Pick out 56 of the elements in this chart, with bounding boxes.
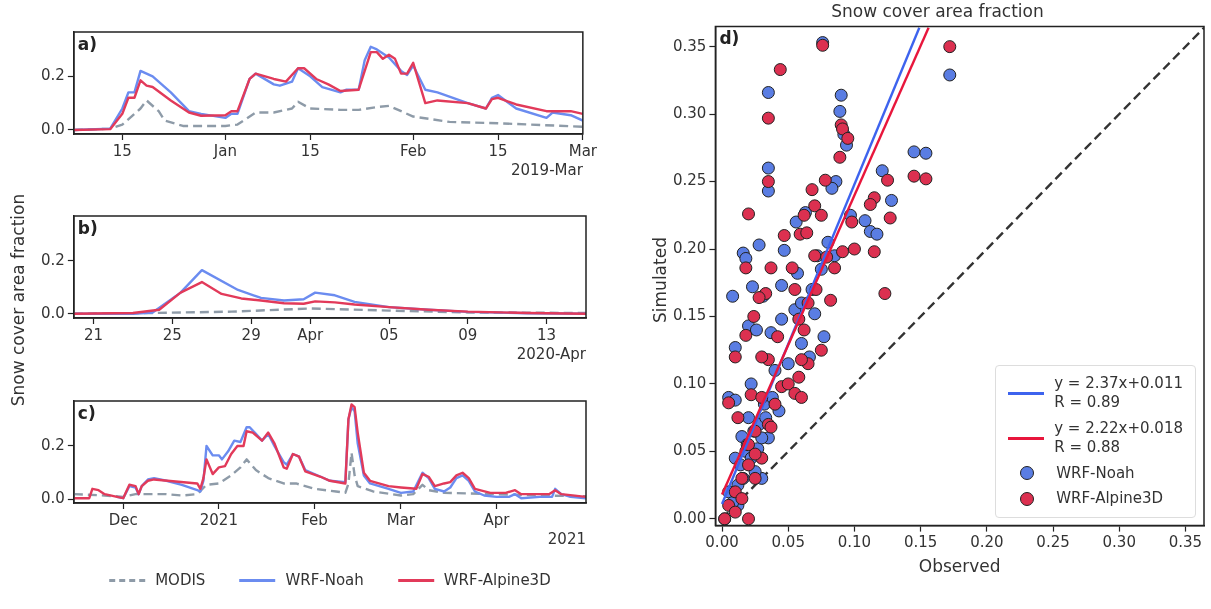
annotation: b) (77, 217, 98, 238)
y-tick-label: 0.0 (41, 489, 65, 508)
x-tick-label: Feb (301, 510, 328, 529)
x-tick-label: 0.10 (837, 533, 872, 552)
y-tick-label: 0.30 (672, 103, 707, 122)
x-tick-label: 0.35 (1168, 533, 1203, 552)
x-tick-label: 0.20 (970, 533, 1004, 552)
y-tick-label: 0.0 (41, 119, 65, 138)
y-tick-label: 0.15 (672, 306, 707, 325)
x-tick-label: Apr (297, 325, 325, 344)
y-tick-label: 0.2 (41, 250, 65, 269)
y-tick-label: 0.35 (672, 36, 707, 55)
x-tick-label: 05 (379, 325, 399, 344)
legend-label: WRF-Noah (1056, 463, 1135, 484)
x-tick-label: 21 (84, 325, 104, 344)
y-tick-label: 0.2 (41, 435, 65, 454)
annotation: a) (77, 33, 98, 54)
x-tick-label: 15 (112, 141, 132, 160)
y-axis-title: Simulated (650, 237, 670, 323)
x-tick-label: 0.15 (903, 533, 938, 552)
x-tick-label: 0.25 (1036, 533, 1070, 552)
legend-label: WRF-Noah (285, 571, 364, 591)
annotation: c) (77, 402, 96, 423)
x-tick-label: 13 (537, 325, 557, 344)
legend-label: WRF-Alpine3D (443, 571, 551, 591)
x-tick-label: 15 (300, 141, 320, 160)
text: 2019-Mar (510, 161, 584, 180)
y-axis-title: Snow cover area fraction (8, 193, 28, 407)
text: 2020-Apr (516, 345, 587, 364)
legend-label: y = 2.37x+0.011 R = 0.89 (1054, 373, 1183, 413)
y-tick-label: 0.25 (672, 171, 707, 190)
y-tick-label: 0.0 (41, 303, 65, 322)
x-tick-label: Feb (399, 141, 427, 160)
x-tick-label: Dec (108, 510, 138, 529)
y-tick-label: 0.2 (41, 66, 65, 85)
x-axis-title: Observed (918, 556, 1001, 577)
annotation: d) (719, 28, 740, 49)
x-tick-label: 15 (488, 141, 508, 160)
x-tick-label: 25 (162, 325, 182, 344)
y-tick-label: 0.20 (672, 238, 707, 257)
legend-label: WRF-Alpine3D (1056, 489, 1164, 509)
chart-title: Snow cover area fraction (831, 0, 1044, 21)
x-tick-label: 29 (241, 325, 261, 344)
y-tick-label: 0.05 (672, 441, 707, 460)
x-tick-label: 0.30 (1102, 533, 1136, 552)
y-tick-label: 0.10 (672, 373, 707, 392)
legend-label: MODIS (155, 571, 206, 591)
x-tick-label: Mar (568, 141, 598, 160)
x-tick-label: 0.05 (771, 533, 805, 552)
x-tick-label: Mar (386, 510, 416, 529)
x-tick-label: 0.00 (705, 533, 739, 552)
x-tick-label: 09 (458, 325, 478, 344)
x-tick-label: Jan (212, 141, 237, 160)
x-tick-label: 2021 (199, 510, 238, 529)
legend-label: y = 2.22x+0.018 R = 0.88 (1054, 418, 1183, 458)
x-tick-label: Apr (483, 510, 511, 529)
